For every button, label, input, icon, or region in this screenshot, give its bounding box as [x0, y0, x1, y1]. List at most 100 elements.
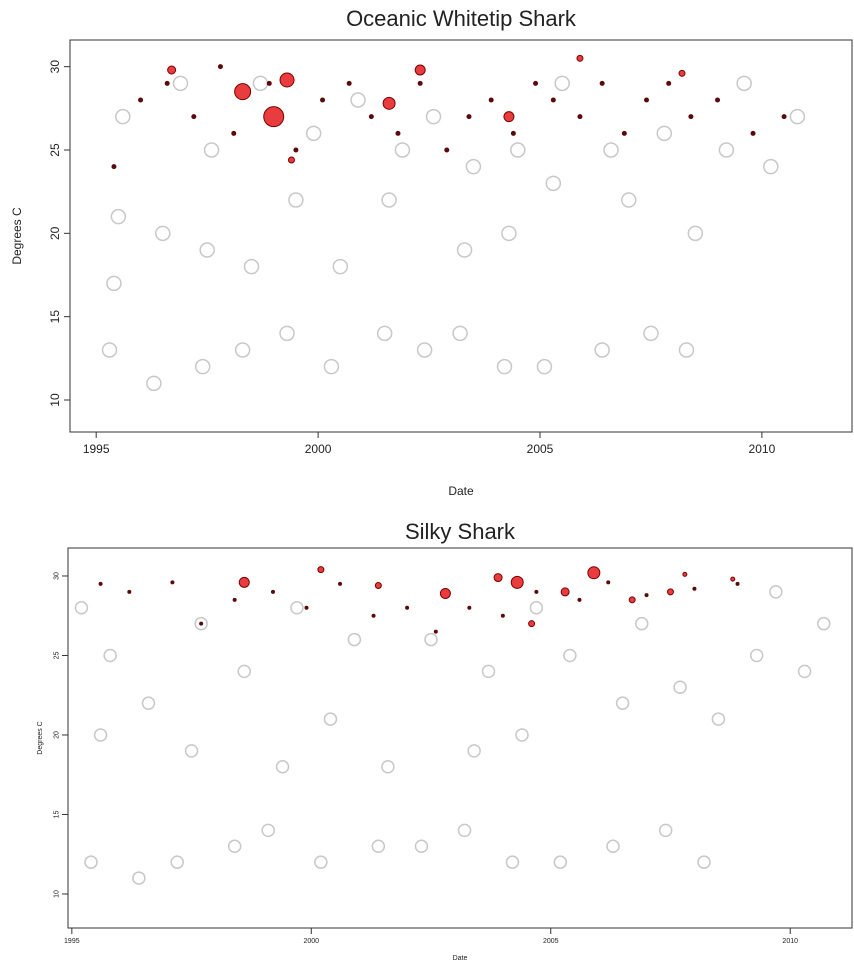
y-axis-label: Degrees C [10, 207, 24, 265]
x-tick-label: 1995 [64, 938, 80, 945]
y-tick-label: 30 [48, 60, 62, 74]
shark-point [433, 629, 438, 634]
sample-point [314, 855, 328, 869]
shark-point [317, 566, 325, 574]
sample-point [456, 242, 473, 258]
shark-point [503, 111, 515, 123]
sample-point [554, 75, 570, 92]
y-tick-label: 25 [53, 651, 60, 659]
shark-point [405, 605, 410, 610]
sample-point [425, 108, 442, 125]
sample-point [227, 839, 242, 854]
sample-point [553, 855, 568, 869]
sample-point [93, 728, 108, 742]
shark-point [735, 581, 740, 586]
shark-point [577, 114, 583, 120]
sample-point [203, 142, 220, 158]
sample-point [381, 192, 397, 208]
shark-point [606, 580, 611, 585]
shark-point [730, 576, 736, 582]
sample-point [237, 664, 251, 679]
sample-point [110, 208, 127, 225]
shark-point [167, 65, 177, 75]
sample-point [658, 823, 673, 838]
sample-point [481, 664, 496, 679]
sample-point [563, 648, 577, 663]
sample-point [106, 275, 122, 292]
sample-point [194, 616, 208, 631]
shark-point [628, 596, 636, 604]
sample-point [678, 342, 695, 358]
chart-title: Oceanic Whitetip Shark [346, 6, 577, 31]
shark-point [164, 80, 170, 86]
sample-point [170, 855, 184, 869]
sample-point [510, 142, 526, 158]
shark-point [644, 593, 649, 598]
shark-point [127, 589, 132, 594]
shark-point [382, 96, 396, 110]
x-tick-label: 1995 [83, 442, 110, 456]
shark-point [587, 566, 601, 580]
shark-point [715, 97, 721, 103]
sample-point [536, 358, 553, 375]
shark-point [217, 64, 223, 70]
shark-point [577, 597, 582, 602]
x-axis-label: Date [453, 955, 468, 962]
sample-point [505, 855, 520, 869]
sample-point [305, 125, 322, 142]
sample-point [594, 342, 610, 358]
sample-point [789, 108, 806, 125]
sample-point [816, 616, 831, 631]
shark-point [750, 130, 756, 136]
x-tick-label: 2000 [304, 938, 320, 945]
shark-point [666, 588, 674, 596]
sample-point [74, 601, 89, 615]
y-tick-label: 15 [53, 810, 60, 818]
x-tick-label: 2010 [782, 938, 798, 945]
sample-point [103, 648, 117, 663]
sample-point [172, 75, 189, 92]
sample-point [101, 342, 118, 358]
shark-point [510, 130, 516, 136]
sample-point [603, 142, 619, 158]
sample-point [234, 342, 251, 358]
y-tick-label: 30 [53, 572, 60, 580]
chart-title: Silky Shark [405, 519, 516, 544]
sample-point [673, 680, 687, 695]
x-axis-label: Date [448, 484, 474, 498]
sample-point [261, 823, 275, 838]
y-tick-label: 20 [48, 226, 62, 240]
shark-point [488, 97, 494, 103]
y-tick-label: 25 [48, 143, 62, 157]
y-tick-label: 10 [53, 890, 60, 898]
shark-point [510, 575, 524, 589]
sample-point [797, 664, 812, 679]
shark-point [599, 80, 605, 86]
shark-point [688, 114, 694, 120]
shark-point [666, 80, 672, 86]
sample-point [501, 225, 517, 242]
shark-point [138, 97, 144, 103]
plot-frame [67, 547, 853, 929]
chart-panel: Oceanic Whitetip Shark 1995 2000 2005 2010 10… [10, 6, 853, 498]
shark-point [320, 97, 326, 103]
shark-point [781, 114, 787, 120]
shark-point [417, 80, 423, 86]
plot-frame [69, 39, 853, 433]
shark-point [395, 130, 401, 136]
shark-point [232, 597, 237, 602]
shark-point [279, 72, 295, 88]
sample-point [414, 839, 429, 854]
shark-point [238, 576, 250, 588]
shark-point [270, 589, 275, 594]
sample-point [146, 375, 162, 392]
sample-point [606, 839, 620, 854]
sample-point [769, 585, 783, 599]
x-tick-label: 2000 [305, 442, 332, 456]
sample-point [84, 855, 98, 869]
shark-point [682, 571, 688, 577]
shark-point [621, 130, 627, 136]
shark-point [439, 587, 451, 599]
shark-point [534, 589, 539, 594]
sample-point [194, 358, 211, 375]
